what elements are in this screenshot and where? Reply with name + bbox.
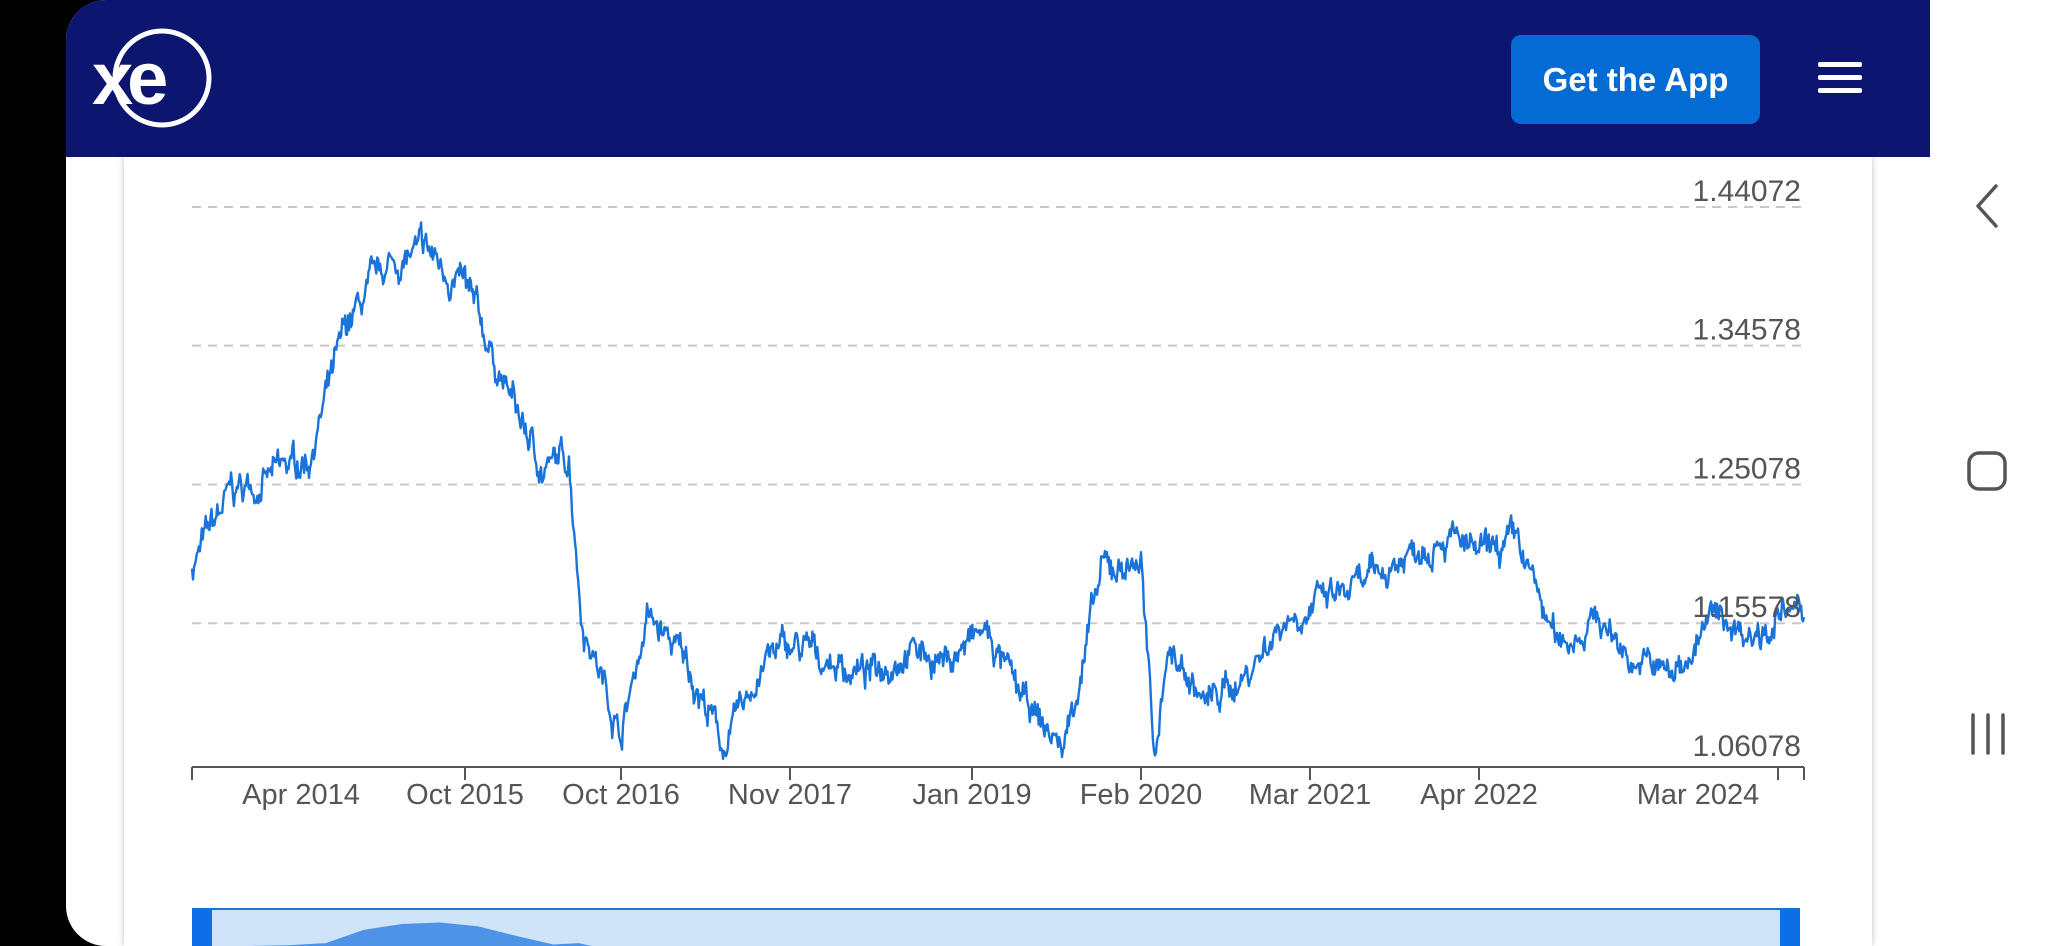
grid-lines — [192, 206, 1804, 625]
xe-logo[interactable]: xe — [92, 26, 218, 130]
rate-chart[interactable]: 1.44072 1.34578 1.25078 1.15578 1.06078 Apr … — [124, 157, 1872, 946]
series-layer — [190, 221, 1806, 761]
x-tick-label: Oct 2015 — [406, 779, 524, 811]
x-tick-label: Feb 2020 — [1080, 779, 1203, 811]
x-tick-label: Mar 2021 — [1249, 779, 1372, 811]
y-axis-labels: 1.44072 1.34578 1.25078 1.15578 1.06078 — [1693, 175, 1801, 763]
navigator-mini-chart — [212, 922, 1780, 946]
home-square-icon[interactable] — [1966, 450, 2008, 492]
range-navigator[interactable] — [192, 908, 1800, 946]
x-tick-label: Mar 2024 — [1637, 779, 1760, 811]
app-header: xe Get the App — [66, 0, 1930, 157]
hamburger-menu-icon[interactable] — [1818, 62, 1862, 94]
get-the-app-button[interactable]: Get the App — [1511, 35, 1760, 124]
y-tick-label: 1.34578 — [1693, 314, 1801, 347]
logo-text: xe — [92, 37, 166, 120]
navigator-area — [212, 922, 1780, 946]
back-chevron-icon[interactable] — [1974, 184, 2002, 228]
x-tick-label: Jan 2019 — [912, 779, 1031, 811]
system-nav-bar — [1930, 0, 2048, 946]
x-tick-label: Nov 2017 — [728, 779, 852, 811]
y-tick-label: 1.25078 — [1693, 452, 1801, 485]
app-screen: xe Get the App 1.44072 1.34578 1.25078 1.15… — [66, 0, 1930, 946]
x-axis: Apr 2014 Oct 2015 Oct 2016 Nov 2017 Jan 2019… — [191, 766, 1805, 811]
x-tick-label: Oct 2016 — [562, 779, 680, 811]
navigator-right-handle[interactable] — [1780, 910, 1800, 946]
navigator-left-handle[interactable] — [192, 910, 212, 946]
chart-card: 1.44072 1.34578 1.25078 1.15578 1.06078 Apr … — [124, 157, 1872, 946]
y-tick-label: 1.15578 — [1693, 591, 1801, 624]
series-line — [190, 221, 1806, 761]
y-tick-label: 1.44072 — [1693, 175, 1801, 208]
recents-bars-icon[interactable] — [1968, 712, 2008, 756]
x-tick-label: Apr 2022 — [1420, 779, 1538, 811]
x-tick-label: Apr 2014 — [242, 779, 360, 811]
y-tick-label: 1.06078 — [1693, 730, 1801, 763]
